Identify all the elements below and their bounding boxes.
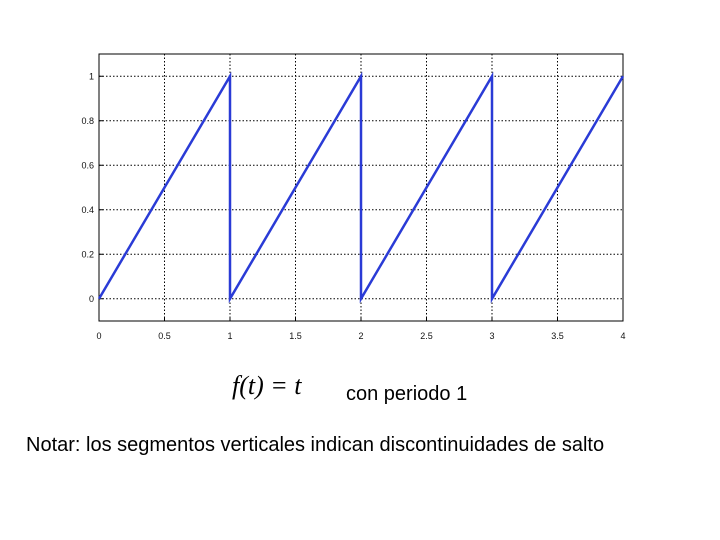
x-tick-label: 4	[620, 331, 625, 341]
formula: f(t) = t	[232, 371, 302, 400]
x-tick-label: 2.5	[420, 331, 433, 341]
x-tick-label: 1	[227, 331, 232, 341]
footnote: Notar: los segmentos verticales indican …	[26, 434, 604, 456]
period-note: con periodo 1	[346, 383, 467, 405]
y-tick-label: 0.4	[81, 205, 94, 215]
data-line	[97, 71, 625, 304]
x-tick-label: 2	[358, 331, 363, 341]
y-tick-label: 0.6	[81, 160, 94, 170]
x-tick-label: 1.5	[289, 331, 302, 341]
y-tick-label: 0.8	[81, 116, 94, 126]
y-tick-label: 1	[89, 71, 94, 81]
x-tick-label: 3	[489, 331, 494, 341]
y-tick-label: 0	[89, 294, 94, 304]
x-tick-label: 3.5	[551, 331, 564, 341]
axes-box	[98, 53, 624, 322]
x-tick-label: 0.5	[158, 331, 171, 341]
y-tick-label: 0.2	[81, 249, 94, 259]
x-tick-label: 0	[96, 331, 101, 341]
